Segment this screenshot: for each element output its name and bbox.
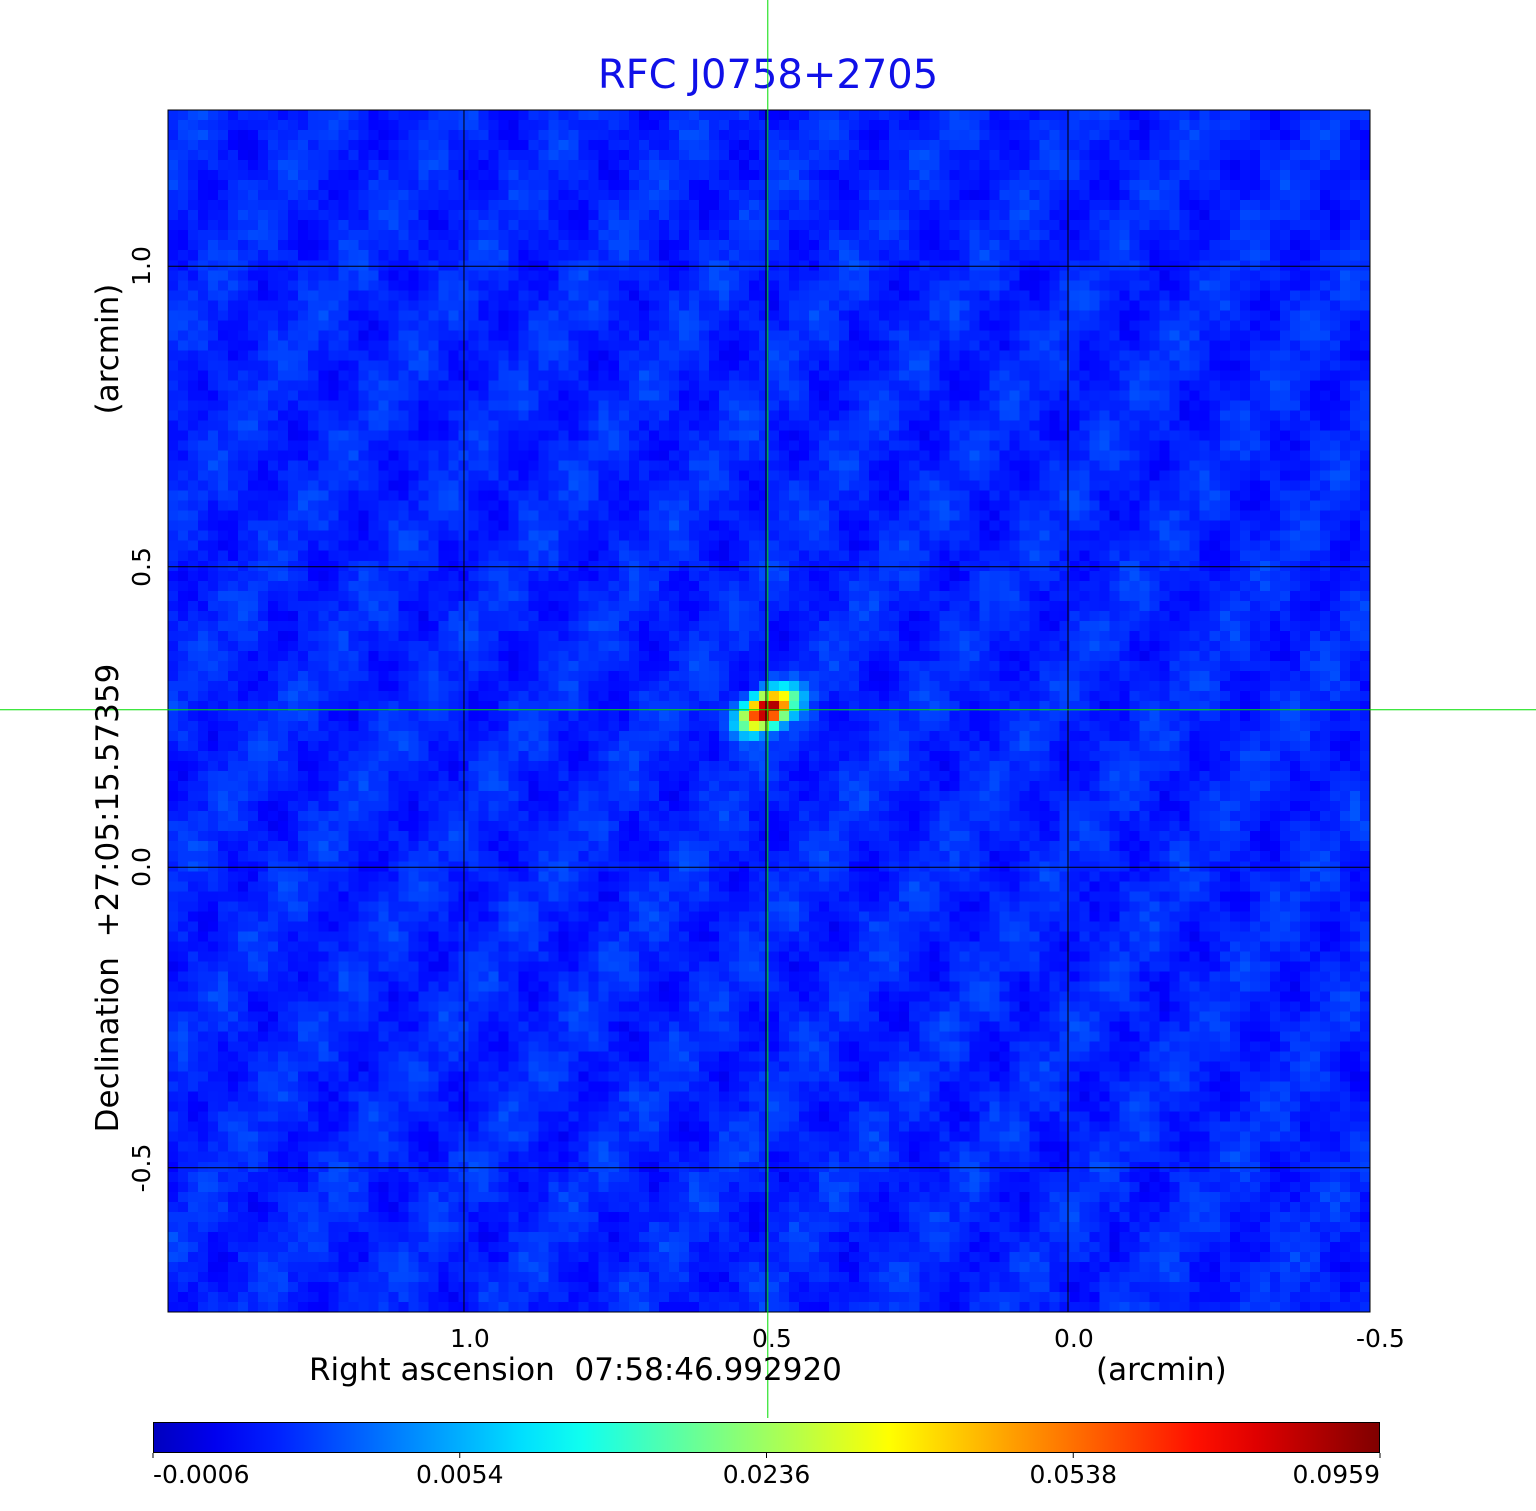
colorbar-tick-label: 0.0236 (722, 1460, 811, 1489)
x-tick-label: 1.0 (449, 1324, 490, 1353)
colorbar-tick-label: 0.0538 (1029, 1460, 1117, 1489)
y-axis-label: Declination +27:05:15.57359 (90, 663, 126, 1133)
x-tick-label: -0.5 (1356, 1324, 1405, 1353)
colorbar-tick-label: 0.0054 (416, 1460, 504, 1489)
plot-frame (167, 109, 1371, 1313)
colorbar-tick-label: 0.0959 (1292, 1460, 1380, 1489)
y-axis-unit: (arcmin) (90, 283, 126, 415)
y-tick-label: 0.5 (127, 546, 156, 587)
colorbar-tick-label: -0.0006 (153, 1460, 250, 1489)
x-axis-unit: (arcmin) (1096, 1352, 1227, 1388)
x-axis-label: Right ascension 07:58:46.992920 (309, 1352, 842, 1388)
y-tick-label: 0.0 (127, 847, 156, 888)
colorbar (153, 1422, 1380, 1453)
x-tick-label: 0.5 (751, 1324, 792, 1353)
y-tick-label: -0.5 (127, 1143, 156, 1193)
heatmap-image (168, 110, 1370, 1312)
y-tick-label: 1.0 (127, 246, 156, 287)
x-tick-label: 0.0 (1053, 1324, 1094, 1353)
